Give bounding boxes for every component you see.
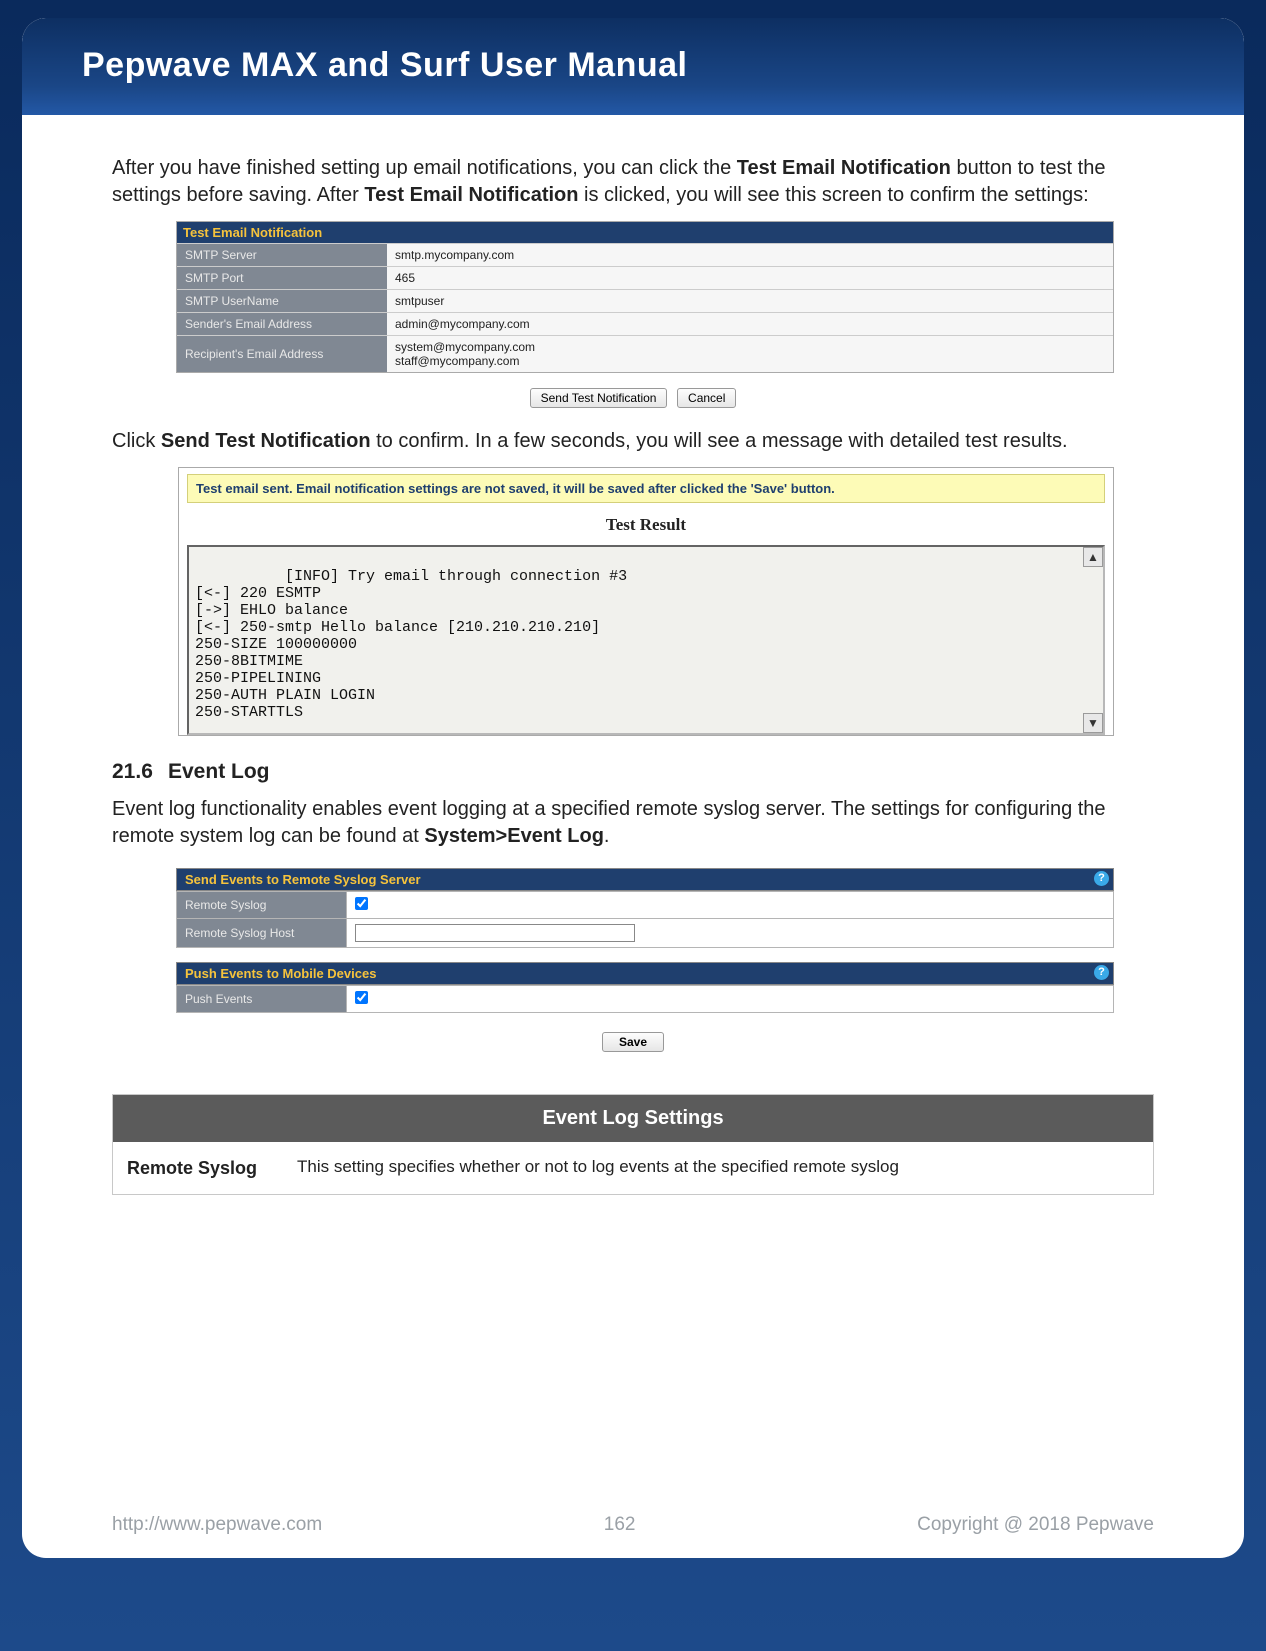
remote-syslog-host-input[interactable] — [355, 924, 635, 942]
section-number: 21.6 — [112, 760, 168, 784]
val-cell — [347, 892, 1114, 919]
remote-syslog-checkbox[interactable] — [355, 897, 368, 910]
result-title: Test Result — [187, 515, 1105, 535]
text: to confirm. In a few seconds, you will s… — [371, 430, 1068, 452]
text-bold: Test Email Notification — [737, 157, 951, 179]
text-bold: Test Email Notification — [364, 184, 578, 206]
table-header-text: Send Events to Remote Syslog Server — [185, 872, 421, 887]
table-row: Recipient's Email Addresssystem@mycompan… — [177, 336, 1113, 373]
val-cell: system@mycompany.com staff@mycompany.com — [387, 336, 1113, 373]
val-cell: admin@mycompany.com — [387, 313, 1113, 336]
push-events-checkbox[interactable] — [355, 991, 368, 1004]
val-cell: smtp.mycompany.com — [387, 244, 1113, 267]
table-row: SMTP Serversmtp.mycompany.com — [177, 244, 1113, 267]
result-log-box: [INFO] Try email through connection #3 [… — [187, 545, 1105, 735]
key-cell: Remote Syslog — [177, 892, 347, 919]
settings-table: Remote Syslog Remote Syslog Host — [176, 891, 1114, 948]
key-cell: Sender's Email Address — [177, 313, 387, 336]
help-icon[interactable]: ? — [1094, 965, 1109, 980]
button-row: Save — [112, 1027, 1154, 1054]
page-outer: Pepwave MAX and Surf User Manual After y… — [0, 0, 1266, 1651]
section-heading: 21.6Event Log — [112, 760, 1154, 784]
page-inner: Pepwave MAX and Surf User Manual After y… — [22, 18, 1244, 1558]
key-cell: SMTP Server — [177, 244, 387, 267]
notice-banner: Test email sent. Email notification sett… — [187, 474, 1105, 503]
settings-table: SMTP Serversmtp.mycompany.com SMTP Port4… — [177, 243, 1113, 372]
table-header: Push Events to Mobile Devices ? — [176, 962, 1114, 985]
event-log-settings-box: Event Log Settings Remote Syslog This se… — [112, 1094, 1154, 1195]
result-log-text: [INFO] Try email through connection #3 [… — [195, 568, 627, 721]
key-cell: Recipient's Email Address — [177, 336, 387, 373]
table-header: Send Events to Remote Syslog Server ? — [176, 868, 1114, 891]
text: Click — [112, 430, 161, 452]
table-row: Push Events — [177, 986, 1114, 1013]
syslog-table: Send Events to Remote Syslog Server ? Re… — [176, 868, 1114, 948]
key-cell: Push Events — [177, 986, 347, 1013]
val-cell: 465 — [387, 267, 1113, 290]
result-panel: Test email sent. Email notification sett… — [178, 467, 1114, 736]
scroll-down-icon[interactable]: ▼ — [1083, 713, 1103, 733]
help-icon[interactable]: ? — [1094, 871, 1109, 886]
key-cell: Remote Syslog Host — [177, 919, 347, 948]
page-title: Pepwave MAX and Surf User Manual — [82, 46, 1184, 85]
settings-table: Push Events — [176, 985, 1114, 1013]
content: After you have finished setting up email… — [22, 115, 1244, 1215]
table-row: SMTP Port465 — [177, 267, 1113, 290]
confirm-paragraph: Click Send Test Notification to confirm.… — [112, 428, 1154, 455]
els-desc: This setting specifies whether or not to… — [297, 1156, 1139, 1180]
header-band: Pepwave MAX and Surf User Manual — [22, 18, 1244, 115]
val-cell — [347, 919, 1114, 948]
eventlog-paragraph: Event log functionality enables event lo… — [112, 796, 1154, 850]
text: . — [604, 825, 610, 847]
val-cell — [347, 986, 1114, 1013]
text: After you have finished setting up email… — [112, 157, 737, 179]
scroll-up-icon[interactable]: ▲ — [1083, 547, 1103, 567]
els-title: Event Log Settings — [113, 1095, 1153, 1142]
table-row: Sender's Email Addressadmin@mycompany.co… — [177, 313, 1113, 336]
cancel-button[interactable]: Cancel — [677, 388, 736, 408]
test-email-table: Test Email Notification SMTP Serversmtp.… — [176, 221, 1114, 373]
key-cell: SMTP Port — [177, 267, 387, 290]
els-row: Remote Syslog This setting specifies whe… — [113, 1142, 1153, 1194]
section-title: Event Log — [168, 760, 270, 783]
footer-copyright: Copyright @ 2018 Pepwave — [917, 1514, 1154, 1536]
table-header-text: Push Events to Mobile Devices — [185, 966, 376, 981]
text-bold: System>Event Log — [424, 825, 604, 847]
intro-paragraph: After you have finished setting up email… — [112, 155, 1154, 209]
save-button[interactable]: Save — [602, 1032, 664, 1052]
table-title: Test Email Notification — [177, 222, 1113, 243]
table-row: SMTP UserNamesmtpuser — [177, 290, 1113, 313]
footer-page: 162 — [604, 1514, 636, 1536]
val-cell: smtpuser — [387, 290, 1113, 313]
key-cell: SMTP UserName — [177, 290, 387, 313]
els-label: Remote Syslog — [127, 1156, 297, 1180]
text-bold: Send Test Notification — [161, 430, 371, 452]
table-row: Remote Syslog — [177, 892, 1114, 919]
push-table: Push Events to Mobile Devices ? Push Eve… — [176, 962, 1114, 1013]
footer-url: http://www.pepwave.com — [112, 1514, 322, 1536]
footer: http://www.pepwave.com 162 Copyright @ 2… — [22, 1514, 1244, 1536]
button-row: Send Test Notification Cancel — [112, 383, 1154, 410]
send-test-button[interactable]: Send Test Notification — [530, 388, 668, 408]
text: is clicked, you will see this screen to … — [578, 184, 1088, 206]
table-row: Remote Syslog Host — [177, 919, 1114, 948]
